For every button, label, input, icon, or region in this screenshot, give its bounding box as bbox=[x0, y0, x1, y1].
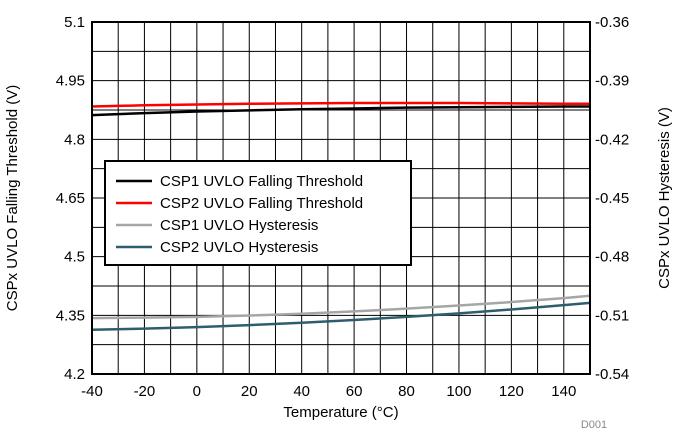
series-lines bbox=[91, 101, 591, 332]
legend-label-csp1-hysteresis: CSP1 UVLO Hysteresis bbox=[160, 217, 318, 234]
x-tick-label: 100 bbox=[446, 383, 471, 400]
y-left-tick-label: 4.2 bbox=[64, 366, 85, 383]
y-right-tick-label: -0.36 bbox=[595, 14, 629, 31]
plot-frame bbox=[91, 21, 591, 375]
x-tick-label: 80 bbox=[398, 383, 415, 400]
y-right-tick-label: -0.51 bbox=[595, 307, 629, 324]
x-tick-label: 60 bbox=[346, 383, 363, 400]
y-left-tick-label: 4.65 bbox=[56, 190, 85, 207]
x-tick-label: 40 bbox=[293, 383, 310, 400]
y-axis-left-title: CSPx UVLO Falling Threshold (V) bbox=[4, 85, 21, 311]
legend-label-csp2-falling: CSP2 UVLO Falling Threshold bbox=[160, 195, 363, 212]
x-tick-label: 120 bbox=[499, 383, 524, 400]
tick-labels: -40 -20 0 20 40 60 80 100 120 140 4.2 4.35 4.5 4.65 4.… bbox=[56, 14, 629, 400]
y-left-tick-label: 4.95 bbox=[56, 73, 85, 90]
y-right-tick-label: -0.48 bbox=[595, 249, 629, 266]
x-tick-label: 140 bbox=[551, 383, 576, 400]
figure-id-label: D001 bbox=[581, 419, 607, 431]
y-right-tick-label: -0.54 bbox=[595, 366, 629, 383]
legend: CSP1 UVLO Falling Threshold CSP2 UVLO Fa… bbox=[104, 160, 412, 266]
y-right-tick-label: -0.45 bbox=[595, 190, 629, 207]
y-left-tick-label: 4.5 bbox=[64, 249, 85, 266]
x-axis-title: Temperature (°C) bbox=[283, 404, 398, 421]
x-tick-label: 20 bbox=[241, 383, 258, 400]
y-left-tick-label: 4.35 bbox=[56, 307, 85, 324]
series-line-3 bbox=[91, 294, 591, 320]
legend-label-csp2-hysteresis: CSP2 UVLO Hysteresis bbox=[160, 239, 318, 256]
x-tick-label: -20 bbox=[134, 383, 156, 400]
y-right-tick-label: -0.42 bbox=[595, 131, 629, 148]
x-tick-label: -40 bbox=[81, 383, 103, 400]
legend-label-csp1-falling: CSP1 UVLO Falling Threshold bbox=[160, 173, 363, 190]
series-line-2 bbox=[91, 101, 590, 108]
y-left-tick-label: 4.8 bbox=[64, 131, 85, 148]
y-left-tick-label: 5.1 bbox=[64, 14, 85, 31]
series-line-1 bbox=[91, 105, 590, 117]
x-tick-label: 0 bbox=[193, 383, 201, 400]
y-right-tick-label: -0.39 bbox=[595, 73, 629, 90]
y-axis-right-title: CSPx UVLO Hysteresis (V) bbox=[656, 107, 673, 289]
legend-box bbox=[104, 160, 412, 266]
series-line-4 bbox=[91, 301, 591, 332]
